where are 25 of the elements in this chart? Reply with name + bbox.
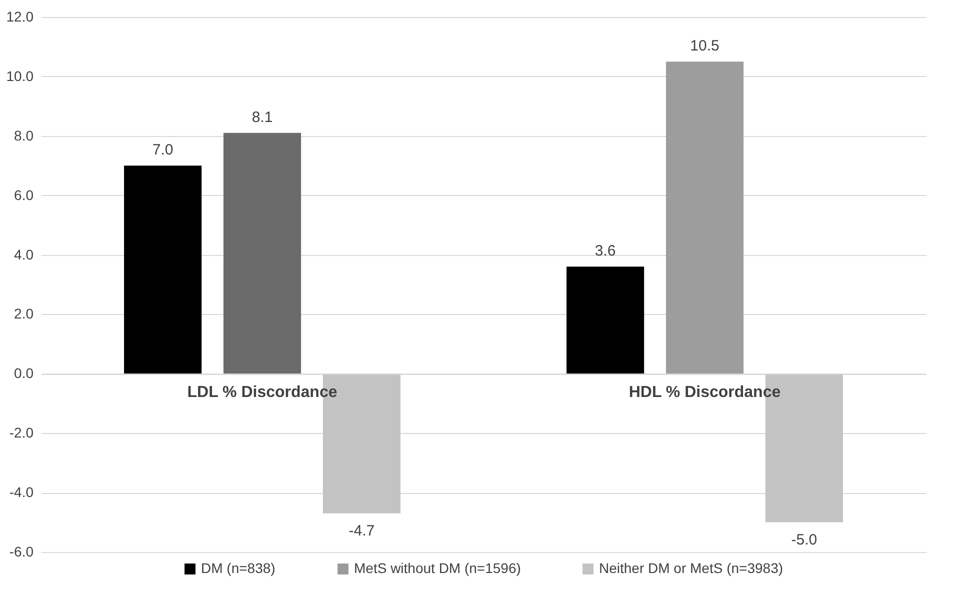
y-tick-label: -6.0 [9,544,34,560]
legend-label: DM (n=838) [201,560,276,576]
y-tick-label: 12.0 [6,8,34,24]
bar [223,132,302,374]
y-tick-label: -4.0 [9,484,34,500]
data-label: 3.6 [594,242,616,260]
data-label: 10.5 [690,38,720,55]
y-tick-label: 10.0 [6,68,34,84]
legend-label: Neither DM or MetS (n=3983) [599,560,784,576]
y-tick-label: 0.0 [14,365,34,382]
y-tick-label: 2.0 [14,306,34,322]
bar [124,166,202,374]
bar [666,62,744,374]
y-tick-label: -2.0 [9,424,34,441]
data-label: -5.0 [791,531,818,548]
bar [566,266,644,374]
y-tick-label: 8.0 [14,127,34,144]
data-label: 8.1 [252,108,273,126]
legend-label: MetS without DM (n=1596) [354,560,521,576]
y-tick-label: 6.0 [14,186,34,203]
x-tick-label: LDL % Discordance [187,384,338,402]
x-tick-label: HDL % Discordance [628,384,781,402]
data-label: -4.7 [348,522,375,540]
y-tick-label: 4.0 [14,246,34,262]
data-label: 7.0 [152,142,174,159]
